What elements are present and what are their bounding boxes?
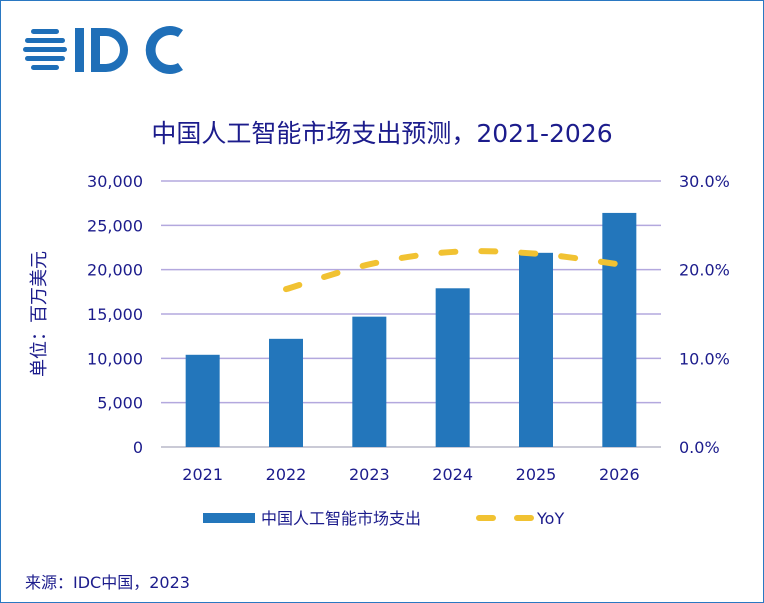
y-tick-label: 20,000 — [87, 261, 143, 280]
y2-tick-label: 20.0% — [679, 261, 730, 280]
bar-2026 — [602, 212, 637, 447]
legend-label-yoy: YoY — [536, 509, 564, 528]
source-note: 来源：IDC中国，2023 — [25, 573, 190, 592]
x-tick-label: 2025 — [516, 465, 557, 484]
idc-logo — [23, 26, 183, 74]
y-tick-label: 15,000 — [87, 305, 143, 324]
y-tick-label: 25,000 — [87, 216, 143, 235]
legend-swatch-bar — [203, 513, 255, 523]
bar-2021 — [185, 354, 220, 447]
yoy-line — [283, 248, 623, 293]
bar-2025 — [519, 252, 553, 447]
y2-tick-label: 30.0% — [679, 172, 730, 191]
y-tick-label: 0 — [133, 438, 143, 457]
legend-label-bar: 中国人工智能市场支出 — [261, 509, 421, 528]
y-tick-label: 30,000 — [87, 172, 143, 191]
x-tick-label: 2021 — [182, 465, 223, 484]
y-tick-label: 10,000 — [87, 349, 143, 368]
y2-tick-label: 0.0% — [679, 438, 720, 457]
y-axis-label: 单位：百万美元 — [29, 251, 50, 377]
y-tick-label: 5,000 — [97, 394, 143, 413]
chart-plot: 0 5,000 10,000 15,000 20,000 25,000 30,000 0.0%… — [29, 172, 730, 528]
bar-2024 — [435, 288, 470, 447]
x-tick-label: 2026 — [599, 465, 640, 484]
bar-2022 — [269, 338, 303, 447]
x-tick-label: 2024 — [432, 465, 473, 484]
y2-tick-label: 10.0% — [679, 349, 730, 368]
x-tick-label: 2022 — [266, 465, 307, 484]
bar-2023 — [352, 316, 387, 447]
x-tick-label: 2023 — [349, 465, 390, 484]
chart-title: 中国人工智能市场支出预测，2021-2026 — [151, 119, 613, 148]
